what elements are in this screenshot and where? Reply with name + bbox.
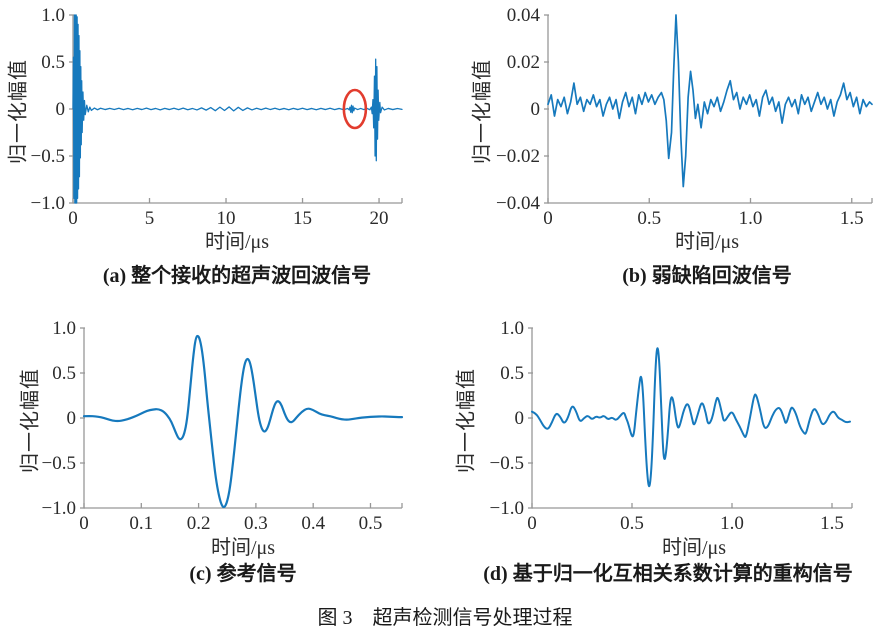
x-axis-label-b: 时间/μs [674,231,740,253]
x-tick-label: 1.5 [840,208,864,229]
y-tick-label: 0 [515,408,525,429]
x-tick-label: 5 [145,208,155,229]
y-tick-label: −0.5 [490,453,524,474]
y-tick-label: −1.0 [490,498,524,519]
x-tick-label: 1.5 [820,513,844,534]
x-tick-label: 0.5 [620,513,644,534]
y-tick-label: −1.0 [42,498,76,519]
x-tick-label: 0 [68,208,78,229]
subplot-c-caption: (c) 参考信号 [189,563,297,585]
y-axis-label-a: 归一化幅值 [7,59,30,164]
signal-line-b [547,14,873,188]
signal-line-c [82,334,404,509]
y-tick-label: 0.02 [507,52,540,73]
x-axis-label-a: 时间/μs [204,231,270,253]
y-tick-label: 0.5 [41,52,65,73]
x-tick-label: 15 [293,208,312,229]
y-axis-label-b: 归一化幅值 [471,59,494,164]
x-axis-label-d: 时间/μs [661,537,727,559]
x-tick-label: 20 [370,208,389,229]
y-axis-label-d: 归一化幅值 [455,368,478,473]
x-tick-label: 0.5 [637,208,661,229]
axes-b [547,15,872,204]
y-tick-label: 0.04 [507,5,541,26]
x-tick-label: 1.0 [739,208,763,229]
y-tick-label: −0.5 [31,146,65,167]
y-tick-label: 0 [531,99,541,120]
x-tick-label: 0.4 [301,513,325,534]
y-tick-label: 0.5 [52,363,76,384]
y-tick-label: 1.0 [41,5,65,26]
y-tick-label: 1.0 [52,318,76,339]
x-tick-label: 0.2 [187,513,211,534]
subplot-d-caption: (d) 基于归一化互相关系数计算的重构信号 [483,563,853,585]
x-axis-label-c: 时间/μs [210,537,276,559]
y-tick-label: 1.0 [500,318,524,339]
x-tick-label: 0 [527,513,537,534]
x-tick-label: 0 [543,208,553,229]
y-axis-label-c: 归一化幅值 [19,368,42,473]
x-tick-label: 0.3 [244,513,268,534]
x-tick-label: 1.0 [720,513,744,534]
x-tick-label: 0.1 [129,513,153,534]
defect-annotation-ellipse [342,88,368,130]
subplot-a-caption: (a) 整个接收的超声波回波信号 [102,265,372,287]
subplot-b-caption: (b) 弱缺陷回波信号 [622,265,792,287]
x-tick-label: 10 [217,208,236,229]
y-tick-label: 0.5 [500,363,524,384]
x-tick-label: 0.5 [359,513,383,534]
signal-line-d [531,347,851,488]
signal-line-a [72,14,403,204]
y-tick-label: −0.02 [496,146,540,167]
y-tick-label: −1.0 [31,193,65,214]
x-tick-label: 0 [79,513,89,534]
y-tick-label: −0.04 [496,193,540,214]
figure-caption: 图 3 超声检测信号处理过程 [317,607,573,629]
y-tick-label: 0 [56,99,66,120]
y-tick-label: 0 [67,408,77,429]
y-tick-label: −0.5 [42,453,76,474]
